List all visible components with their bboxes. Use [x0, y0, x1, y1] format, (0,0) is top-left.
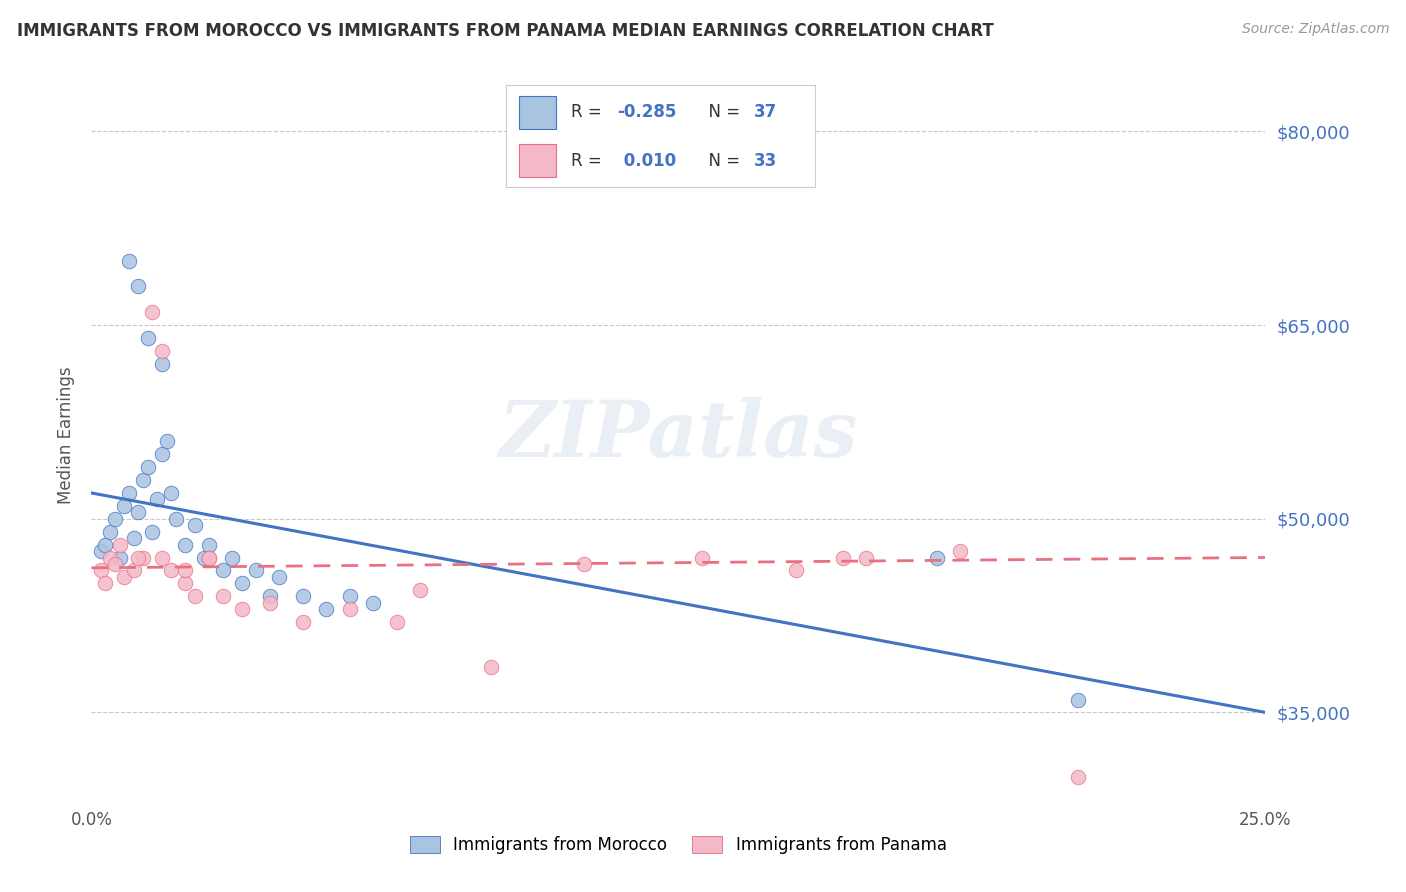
Point	[174, 576, 197, 591]
FancyBboxPatch shape	[519, 145, 555, 177]
Point	[112, 499, 135, 513]
Legend: Immigrants from Morocco, Immigrants from Panama: Immigrants from Morocco, Immigrants from…	[404, 830, 953, 861]
Point	[108, 538, 131, 552]
Point	[183, 518, 205, 533]
Point	[132, 473, 155, 487]
Point	[690, 550, 713, 565]
Text: IMMIGRANTS FROM MOROCCO VS IMMIGRANTS FROM PANAMA MEDIAN EARNINGS CORRELATION CH: IMMIGRANTS FROM MOROCCO VS IMMIGRANTS FR…	[17, 22, 994, 40]
Point	[221, 550, 243, 565]
Point	[112, 570, 135, 584]
Point	[155, 434, 177, 449]
Point	[122, 531, 145, 545]
Text: R =: R =	[571, 103, 607, 121]
Text: N =: N =	[697, 103, 745, 121]
Point	[165, 512, 187, 526]
Text: ZIPatlas: ZIPatlas	[499, 397, 858, 473]
Point	[127, 279, 149, 293]
Text: 0.010: 0.010	[617, 152, 676, 169]
Point	[291, 615, 314, 629]
Point	[94, 538, 117, 552]
Point	[291, 589, 314, 603]
Point	[245, 563, 267, 577]
Point	[141, 305, 163, 319]
Point	[150, 343, 173, 358]
Point	[183, 589, 205, 603]
Point	[315, 602, 337, 616]
FancyBboxPatch shape	[519, 96, 555, 128]
Point	[174, 563, 197, 577]
Point	[855, 550, 877, 565]
Point	[146, 492, 169, 507]
Point	[90, 544, 112, 558]
Point	[385, 615, 408, 629]
Point	[98, 550, 121, 565]
Point	[197, 538, 219, 552]
Point	[574, 557, 596, 571]
Point	[118, 486, 141, 500]
Point	[925, 550, 948, 565]
Point	[269, 570, 291, 584]
Point	[1066, 770, 1088, 784]
Point	[197, 550, 219, 565]
Point	[132, 550, 155, 565]
Text: Source: ZipAtlas.com: Source: ZipAtlas.com	[1241, 22, 1389, 37]
Point	[831, 550, 853, 565]
Point	[136, 331, 159, 345]
Point	[212, 589, 235, 603]
Point	[160, 563, 183, 577]
Point	[361, 596, 384, 610]
Point	[104, 512, 127, 526]
Point	[259, 589, 281, 603]
Point	[212, 563, 235, 577]
Point	[409, 582, 432, 597]
Point	[479, 660, 502, 674]
Point	[98, 524, 121, 539]
Point	[949, 544, 972, 558]
Point	[231, 602, 253, 616]
Point	[150, 550, 173, 565]
Point	[1066, 692, 1088, 706]
Point	[136, 460, 159, 475]
Point	[108, 550, 131, 565]
Point	[150, 357, 173, 371]
Point	[174, 538, 197, 552]
Point	[118, 253, 141, 268]
Point	[150, 447, 173, 461]
Point	[94, 576, 117, 591]
Point	[160, 486, 183, 500]
Point	[339, 589, 361, 603]
Point	[193, 550, 215, 565]
Point	[259, 596, 281, 610]
Text: R =: R =	[571, 152, 607, 169]
Point	[141, 524, 163, 539]
Point	[104, 557, 127, 571]
Point	[339, 602, 361, 616]
Point	[127, 550, 149, 565]
Text: 33: 33	[754, 152, 778, 169]
Point	[127, 505, 149, 519]
Point	[231, 576, 253, 591]
Point	[197, 550, 219, 565]
Y-axis label: Median Earnings: Median Earnings	[58, 366, 76, 504]
Point	[785, 563, 807, 577]
Text: -0.285: -0.285	[617, 103, 676, 121]
Point	[90, 563, 112, 577]
Text: 37: 37	[754, 103, 778, 121]
Text: N =: N =	[697, 152, 745, 169]
Point	[122, 563, 145, 577]
